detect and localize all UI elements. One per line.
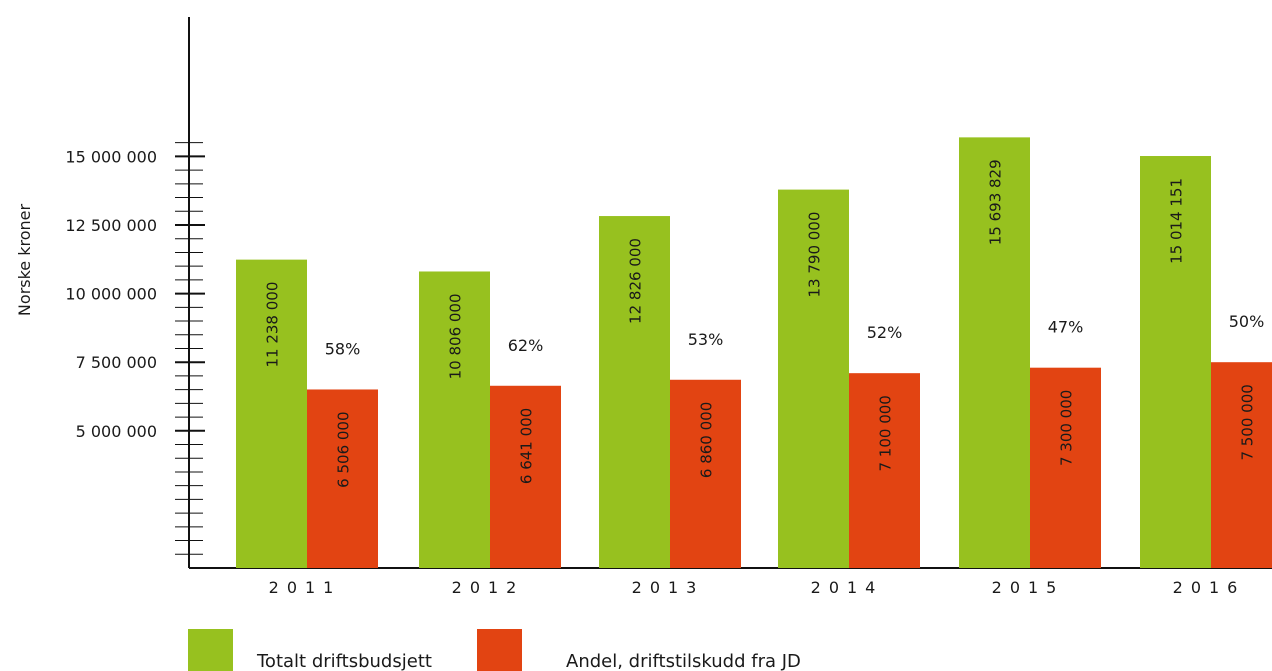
legend: Totalt driftsbudsjett Andel, driftstilsku… bbox=[188, 629, 801, 671]
value-label-jd: 6 641 000 bbox=[518, 408, 536, 484]
legend-swatch-jd bbox=[477, 629, 522, 671]
value-label-total: 12 826 000 bbox=[627, 238, 645, 324]
value-label-total: 15 014 151 bbox=[1168, 178, 1186, 264]
value-label-total: 15 693 829 bbox=[987, 159, 1005, 245]
labels: 11 238 000 6 506 000 58% 2011 10 806 000 6 64… bbox=[264, 159, 1265, 597]
value-label-total: 10 806 000 bbox=[447, 293, 465, 379]
percent-label: 47% bbox=[1048, 318, 1084, 337]
percent-label: 62% bbox=[508, 336, 544, 355]
x-tick-label: 2011 bbox=[269, 578, 342, 597]
x-tick-label: 2012 bbox=[452, 578, 525, 597]
value-label-total: 13 790 000 bbox=[806, 212, 824, 298]
value-label-jd: 6 860 000 bbox=[698, 402, 716, 478]
bar-total-2014 bbox=[778, 189, 849, 568]
legend-swatch-total bbox=[188, 629, 233, 671]
y-tick-label: 10 000 000 bbox=[65, 285, 157, 304]
percent-label: 50% bbox=[1229, 312, 1265, 331]
value-label-jd: 6 506 000 bbox=[335, 411, 353, 487]
x-tick-label: 2016 bbox=[1173, 578, 1246, 597]
x-tick-label: 2013 bbox=[632, 578, 705, 597]
legend-label-jd: Andel, driftstilskudd fra JD bbox=[566, 651, 801, 671]
bar-total-2013 bbox=[599, 216, 670, 568]
bar-jd-2011 bbox=[307, 389, 378, 568]
bar-total-2016 bbox=[1140, 156, 1211, 568]
bar-jd-2014 bbox=[849, 373, 920, 568]
y-tick-label: 7 500 000 bbox=[76, 353, 157, 372]
percent-label: 53% bbox=[688, 330, 724, 349]
percent-label: 52% bbox=[867, 323, 903, 342]
x-tick-label: 2014 bbox=[811, 578, 884, 597]
x-tick-label: 2015 bbox=[992, 578, 1065, 597]
value-label-jd: 7 500 000 bbox=[1239, 384, 1257, 460]
legend-label-total: Totalt driftsbudsjett bbox=[256, 651, 432, 671]
bar-total-2011 bbox=[236, 259, 307, 568]
bar-total-2015 bbox=[959, 137, 1030, 568]
value-label-jd: 7 100 000 bbox=[877, 395, 895, 471]
bar-jd-2012 bbox=[490, 385, 561, 568]
bar-jd-2016 bbox=[1211, 362, 1272, 568]
y-axis-title: Norske kroner bbox=[15, 204, 34, 317]
value-label-total: 11 238 000 bbox=[264, 282, 282, 368]
bars bbox=[236, 137, 1272, 568]
bar-total-2012 bbox=[419, 271, 490, 568]
bar-jd-2015 bbox=[1030, 367, 1101, 568]
value-label-jd: 7 300 000 bbox=[1058, 390, 1076, 466]
y-tick-label: 5 000 000 bbox=[76, 422, 157, 441]
bar-jd-2013 bbox=[670, 379, 741, 568]
y-tick-label: 12 500 000 bbox=[65, 216, 157, 235]
y-tick-label: 15 000 000 bbox=[65, 147, 157, 166]
percent-label: 58% bbox=[325, 339, 361, 358]
